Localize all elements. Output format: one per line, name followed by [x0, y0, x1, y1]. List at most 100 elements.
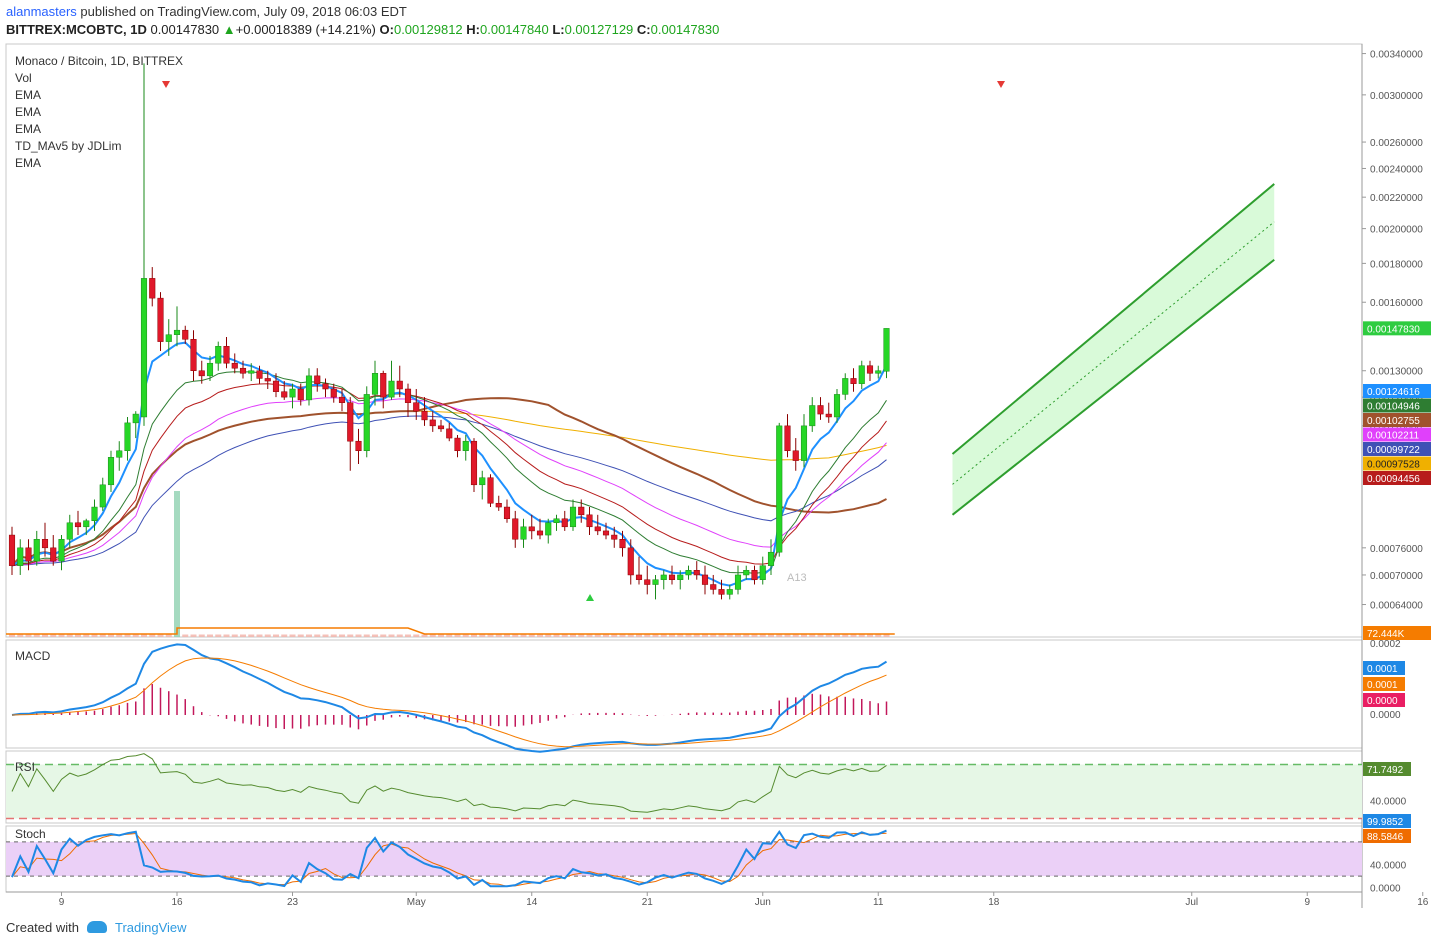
candle-body — [223, 346, 230, 364]
rsi-value-tag-bg — [1363, 762, 1411, 776]
volume-bar — [875, 634, 882, 637]
candle-body — [330, 388, 337, 398]
candle-body — [388, 380, 395, 398]
ema-value-tag: 0.00097528 — [1367, 460, 1420, 471]
volume-bar — [446, 634, 453, 637]
time-axis-label: 9 — [1304, 897, 1310, 908]
stoch-axis-label: 0.0000 — [1370, 883, 1401, 894]
stoch-value-tag: 88.5846 — [1367, 832, 1404, 843]
volume-bar — [116, 634, 123, 637]
candle-body — [190, 339, 197, 371]
volume-bar — [570, 634, 576, 637]
ema-value-tag-bg — [1363, 456, 1431, 471]
price-axis-label: 0.00130000 — [1370, 367, 1423, 378]
candle-body — [685, 570, 692, 576]
sell-arrow-icon — [997, 81, 1005, 88]
candle-body — [569, 506, 577, 528]
candle-body — [371, 373, 379, 395]
candle-body — [858, 365, 865, 384]
candle-body — [165, 334, 172, 342]
ema-blue-line — [11, 415, 887, 567]
volume-bar — [99, 634, 106, 637]
volume-bar — [834, 634, 840, 637]
candle-body — [842, 378, 849, 395]
price-axis-label: 0.00160000 — [1370, 298, 1423, 309]
created-with-text: Created with — [6, 920, 79, 935]
price-change: +0.00018389 (+14.21%) — [235, 22, 376, 37]
volume-bar — [553, 634, 560, 637]
volume-bar — [669, 634, 675, 637]
price-axis-label: 0.00220000 — [1370, 193, 1423, 204]
price-axis-label: 0.00340000 — [1370, 50, 1423, 61]
candle-body — [470, 440, 478, 486]
candle-body — [338, 396, 346, 403]
volume-bar — [512, 634, 519, 637]
macd-axis-label: 0.0002 — [1370, 639, 1401, 650]
ema-green-line — [11, 371, 887, 574]
volume-bar — [413, 634, 420, 637]
candle-body — [297, 388, 304, 401]
candle-body — [776, 425, 783, 553]
rsi-line — [11, 753, 887, 813]
author-link[interactable]: alanmasters — [6, 4, 77, 19]
time-axis-label: 16 — [171, 897, 183, 908]
volume-bar — [66, 634, 73, 637]
macd-value-tag: 0.0000 — [1367, 696, 1398, 707]
price-axis-label: 0.00076000 — [1370, 544, 1423, 555]
price-axis-label: 0.00110000 — [1370, 422, 1423, 433]
study-legend-1: EMA — [15, 88, 41, 102]
candle-body — [116, 450, 123, 458]
volume-bar — [644, 634, 651, 637]
candle-body — [767, 551, 775, 566]
volume-bar — [693, 634, 700, 637]
candle-body — [883, 328, 890, 372]
volume-bar — [776, 634, 783, 637]
candle-body — [446, 428, 453, 439]
volume-bar — [537, 634, 543, 637]
candle-body — [149, 278, 156, 299]
volume-bar — [396, 634, 403, 637]
candle-body — [850, 378, 857, 384]
volume-bar — [883, 634, 890, 637]
candle-body — [239, 367, 247, 374]
candle-body — [182, 329, 189, 340]
volume-bar — [809, 634, 816, 637]
candle-body — [206, 362, 214, 377]
macd-value-tag: 0.0001 — [1367, 680, 1398, 691]
time-axis-label: 11 — [873, 897, 884, 908]
candle-body — [281, 391, 288, 398]
change-arrow: ▲ — [222, 22, 236, 37]
candle-body — [173, 329, 181, 335]
volume-bar — [306, 634, 312, 637]
low-label: L: — [552, 22, 565, 37]
pane-frame — [5, 639, 1363, 749]
volume-bar — [149, 634, 156, 637]
volume-bar — [314, 634, 321, 637]
ema-brown-line — [11, 397, 887, 567]
volume-bar — [718, 634, 725, 637]
candle-body — [635, 574, 643, 580]
candle-body — [487, 477, 494, 504]
volume-bar — [347, 634, 354, 637]
symbol-name: BITTREX:MCOBTC, 1D — [6, 22, 147, 37]
volume-bar — [636, 634, 642, 637]
published-text: published on TradingView.com, July 09, 2… — [76, 4, 407, 19]
time-axis-label: 18 — [988, 897, 1000, 908]
stoch-value-tag-bg — [1363, 829, 1411, 843]
volume-bar — [479, 634, 486, 637]
volume-bar — [784, 634, 791, 637]
buy-arrow-icon — [586, 594, 594, 601]
tradingview-link[interactable]: TradingView — [114, 920, 187, 935]
macd-value-tag-bg — [1363, 661, 1405, 675]
chart-canvas[interactable]: 0.00340000 0.00300000 0.00260000 0.00240000… — [0, 40, 1433, 912]
candle-body — [437, 425, 445, 430]
volume-bar — [223, 634, 230, 637]
volume-bar — [421, 634, 428, 637]
volume-bar — [429, 634, 436, 637]
low-value: 0.00127129 — [564, 22, 634, 37]
candle-body — [718, 589, 725, 595]
volume-bar — [256, 634, 263, 637]
ema-value-tag-bg — [1363, 442, 1431, 456]
candle-body — [875, 370, 882, 374]
volume-bar — [743, 634, 750, 637]
